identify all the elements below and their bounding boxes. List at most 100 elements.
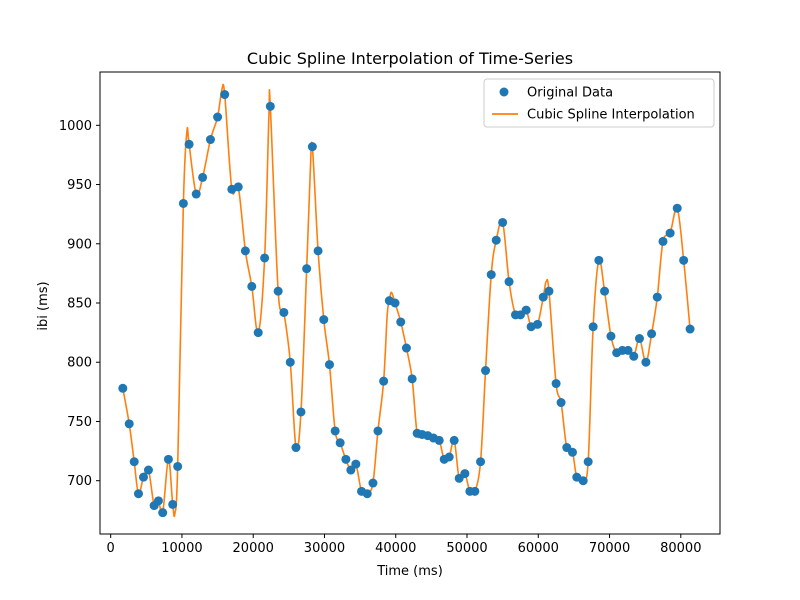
data-point [396, 317, 406, 327]
data-point [401, 343, 411, 353]
data-point [533, 319, 543, 329]
data-point [658, 236, 668, 246]
data-point [460, 469, 470, 479]
x-tick-label: 10000 [161, 541, 202, 556]
data-point [124, 419, 134, 429]
data-point [368, 478, 378, 488]
data-point [240, 246, 250, 256]
data-point [351, 459, 361, 469]
spline-line [122, 83, 691, 518]
y-axis-label: ibi (ms) [36, 281, 51, 330]
data-point [578, 476, 588, 486]
y-tick-label: 1000 [59, 119, 92, 134]
legend-marker-dot [499, 87, 509, 97]
data-point [481, 366, 491, 376]
data-point [491, 235, 501, 245]
data-point [198, 172, 208, 182]
data-point [544, 286, 554, 296]
data-point [629, 351, 639, 361]
data-point [594, 255, 604, 265]
legend-box [483, 78, 715, 128]
data-point [233, 182, 243, 192]
y-tick-label: 750 [67, 415, 92, 430]
data-point [538, 292, 548, 302]
legend-label: Cubic Spline Interpolation [527, 108, 695, 123]
data-point [504, 277, 514, 287]
data-point [191, 189, 201, 199]
data-point [390, 298, 400, 308]
data-point [260, 253, 270, 263]
data-point [335, 438, 345, 448]
data-point [168, 499, 178, 509]
data-point [556, 398, 566, 408]
x-tick-label: 30000 [304, 541, 345, 556]
data-point [521, 305, 531, 315]
data-point [623, 345, 633, 355]
data-point [641, 357, 651, 367]
data-point [486, 270, 496, 280]
x-tick-label: 80000 [660, 541, 701, 556]
data-point [273, 286, 283, 296]
y-axis: 700 750 800 850 900 950 1000 [59, 119, 100, 489]
chart-title: Cubic Spline Interpolation of Time-Serie… [247, 49, 573, 68]
data-point [129, 457, 139, 467]
data-point [330, 426, 340, 436]
x-tick-label: 40000 [375, 541, 416, 556]
data-point [449, 435, 459, 445]
data-point [346, 465, 356, 475]
data-point [153, 496, 163, 506]
x-tick-label: 50000 [446, 541, 487, 556]
data-point [319, 315, 329, 325]
data-point [652, 292, 662, 302]
data-point [634, 334, 644, 344]
data-point [220, 90, 230, 100]
data-point [606, 331, 616, 341]
data-point [567, 447, 577, 457]
data-point [470, 486, 480, 496]
data-point [313, 246, 323, 256]
y-tick-label: 700 [67, 474, 92, 489]
x-axis-label: Time (ms) [376, 564, 443, 579]
data-point [444, 452, 454, 462]
data-point [434, 435, 444, 445]
data-point [253, 328, 263, 338]
data-point [600, 286, 610, 296]
data-point [184, 139, 194, 149]
x-tick-label: 20000 [233, 541, 274, 556]
data-point [583, 457, 593, 467]
legend-label: Original Data [527, 86, 613, 101]
x-tick-label: 60000 [518, 541, 559, 556]
data-point [163, 454, 173, 464]
data-point [498, 217, 508, 227]
y-tick-label: 950 [67, 178, 92, 193]
y-tick-label: 900 [67, 237, 92, 252]
axes-frame [99, 71, 721, 535]
data-point [665, 228, 675, 238]
data-point [362, 489, 372, 499]
data-point [205, 135, 215, 145]
data-point [324, 360, 334, 370]
data-point [302, 264, 312, 274]
data-point [158, 508, 168, 518]
data-point [407, 374, 417, 384]
original-data-series [118, 90, 695, 518]
data-point [341, 454, 351, 464]
data-point [279, 307, 289, 317]
data-point [476, 457, 486, 467]
data-point [373, 426, 383, 436]
data-point [379, 376, 389, 386]
data-point [291, 443, 301, 453]
x-tick-label: 0 [107, 541, 115, 556]
data-point [551, 379, 561, 389]
y-tick-label: 800 [67, 356, 92, 371]
data-point [647, 329, 657, 339]
data-point [679, 255, 689, 265]
data-point [588, 322, 598, 332]
data-point [178, 198, 188, 208]
legend: Original Data Cubic Spline Interpolation [483, 78, 715, 128]
data-point [285, 357, 295, 367]
data-point [143, 465, 153, 475]
x-tick-label: 70000 [589, 541, 630, 556]
data-point [133, 489, 143, 499]
